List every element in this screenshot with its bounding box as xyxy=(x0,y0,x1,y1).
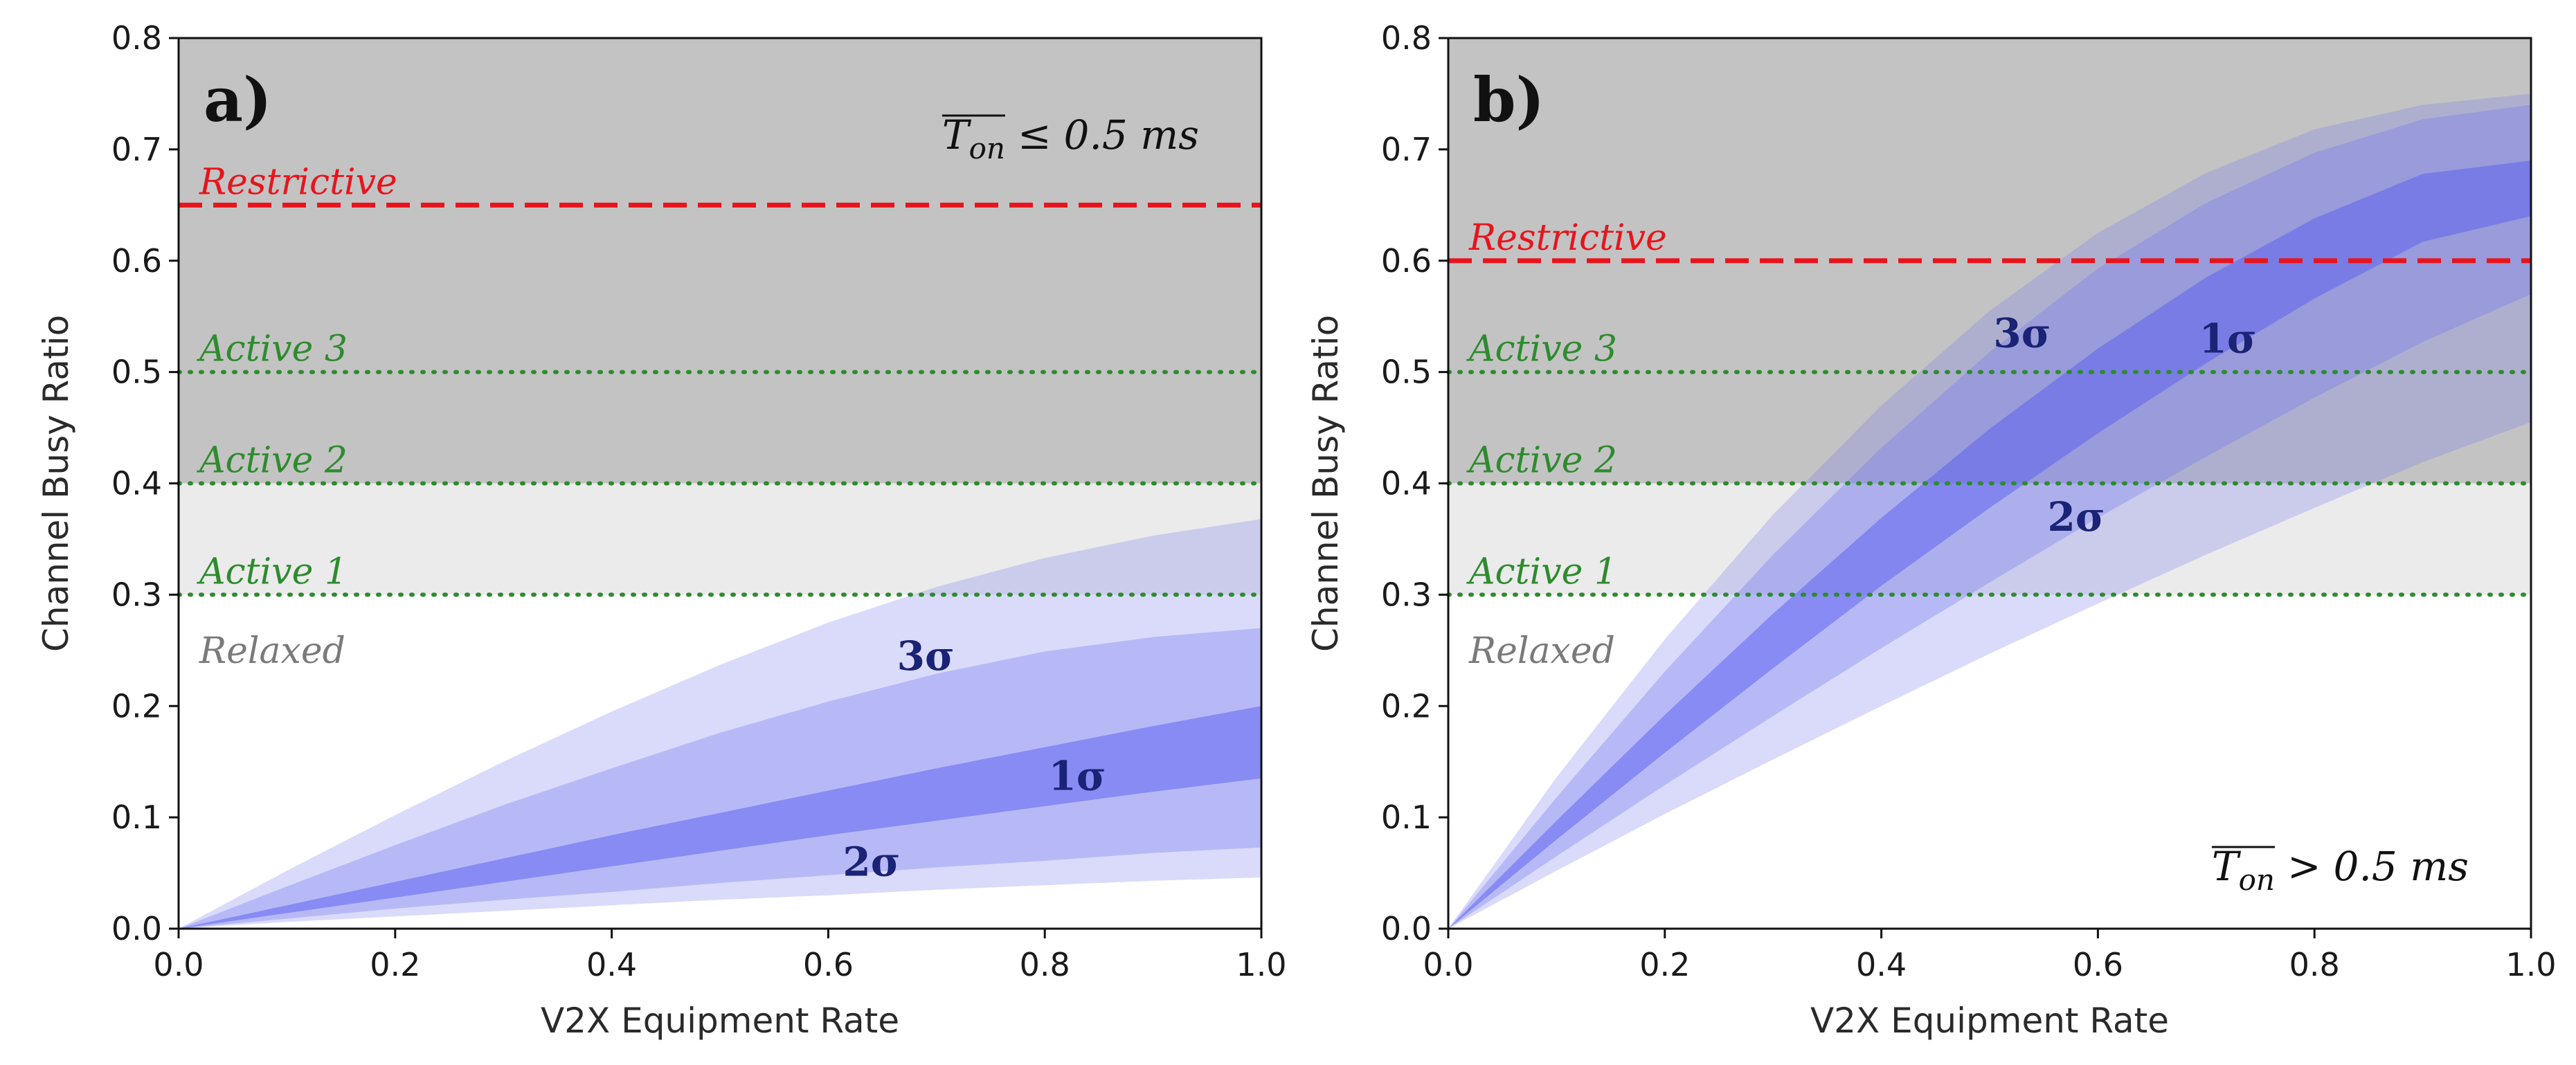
region-restrictive xyxy=(179,38,1261,484)
x-tick-label: 0.0 xyxy=(153,946,204,983)
condition-subscript: on xyxy=(2239,863,2275,897)
x-tick-label: 1.0 xyxy=(2505,946,2556,983)
region-active xyxy=(179,483,1261,595)
threshold-label-active-1: Active 1 xyxy=(197,551,348,592)
band-label: 2σ xyxy=(2048,493,2105,540)
threshold-label-restrictive: Restrictive xyxy=(199,161,397,203)
condition-label: Ton >0.5 ms xyxy=(2212,843,2469,897)
condition-operator: > xyxy=(2287,843,2321,890)
band-label: 3σ xyxy=(1993,309,2051,356)
y-axis-title: Channel Busy Ratio xyxy=(36,315,76,652)
x-tick-label: 0.4 xyxy=(586,946,637,983)
panel-label: b) xyxy=(1473,64,1544,136)
band-label: 2σ xyxy=(843,838,900,885)
y-tick-label: 0.4 xyxy=(1381,465,1432,502)
relaxed-label: Relaxed xyxy=(1468,630,1615,672)
band-1sigma xyxy=(179,706,1261,929)
y-tick-label: 0.6 xyxy=(1381,242,1432,280)
y-tick-label: 0.3 xyxy=(111,576,162,613)
y-tick-label: 0.7 xyxy=(1381,131,1432,168)
x-tick-label: 0.6 xyxy=(803,946,854,983)
band-1sigma xyxy=(1448,161,2531,929)
band-label: 1σ xyxy=(2199,315,2257,362)
relaxed-label: Relaxed xyxy=(199,630,345,672)
threshold-label-active-3: Active 3 xyxy=(1466,329,1617,370)
threshold-label-active-2: Active 2 xyxy=(1466,440,1617,482)
y-tick-label: 0.6 xyxy=(111,242,162,280)
x-tick-label: 0.2 xyxy=(1639,946,1690,983)
condition-value: 0.5 ms xyxy=(2334,843,2469,890)
x-tick-label: 0.4 xyxy=(1856,946,1907,983)
x-tick-label: 0.2 xyxy=(370,946,420,983)
band-2sigma xyxy=(179,628,1261,929)
x-tick-label: 0.8 xyxy=(2289,946,2340,983)
chart-panel-b: Restrictive Active 3 Active 2 Active 1 Relax… xyxy=(1306,19,2557,1041)
y-tick-label: 0.5 xyxy=(111,354,162,391)
x-axis-title: V2X Equipment Rate xyxy=(541,1001,899,1041)
y-tick-label: 0.4 xyxy=(111,465,162,502)
y-tick-label: 0.0 xyxy=(1381,910,1432,947)
band-3sigma xyxy=(179,519,1261,929)
y-tick-label: 0.5 xyxy=(1381,354,1432,391)
threshold-label-active-1: Active 1 xyxy=(1466,551,1617,592)
band-label: 3σ xyxy=(897,632,955,680)
x-tick-label: 1.0 xyxy=(1236,946,1286,983)
x-tick-label: 0.6 xyxy=(2073,946,2123,983)
condition-var: T xyxy=(2212,843,2242,890)
y-tick-label: 0.8 xyxy=(111,19,162,57)
condition-var: T xyxy=(942,111,972,158)
condition-value: 0.5 ms xyxy=(1064,111,1199,158)
y-tick-label: 0.0 xyxy=(111,910,162,947)
condition-operator: ≤ xyxy=(1018,111,1052,158)
y-tick-label: 0.1 xyxy=(111,799,162,836)
band-label: 1σ xyxy=(1049,753,1106,800)
panel-label: a) xyxy=(204,64,272,136)
x-tick-label: 0.0 xyxy=(1423,946,1473,983)
y-tick-label: 0.3 xyxy=(1381,576,1432,613)
threshold-label-active-3: Active 3 xyxy=(197,329,348,370)
threshold-label-restrictive: Restrictive xyxy=(1468,217,1667,259)
x-tick-label: 0.8 xyxy=(1020,946,1070,983)
y-tick-label: 0.8 xyxy=(1381,19,1432,57)
x-axis-title: V2X Equipment Rate xyxy=(1810,1001,2169,1041)
y-tick-label: 0.2 xyxy=(111,687,162,725)
condition-subscript: on xyxy=(969,131,1005,165)
y-tick-label: 0.1 xyxy=(1381,799,1432,836)
y-tick-label: 0.7 xyxy=(111,131,162,168)
y-axis-title: Channel Busy Ratio xyxy=(1306,315,1346,652)
y-tick-label: 0.2 xyxy=(1381,687,1432,725)
condition-label: Ton ≤0.5 ms xyxy=(942,111,1199,165)
chart-panel-a: Restrictive Active 3 Active 2 Active 1 Relax… xyxy=(36,19,1287,1041)
threshold-label-active-2: Active 2 xyxy=(197,440,348,482)
